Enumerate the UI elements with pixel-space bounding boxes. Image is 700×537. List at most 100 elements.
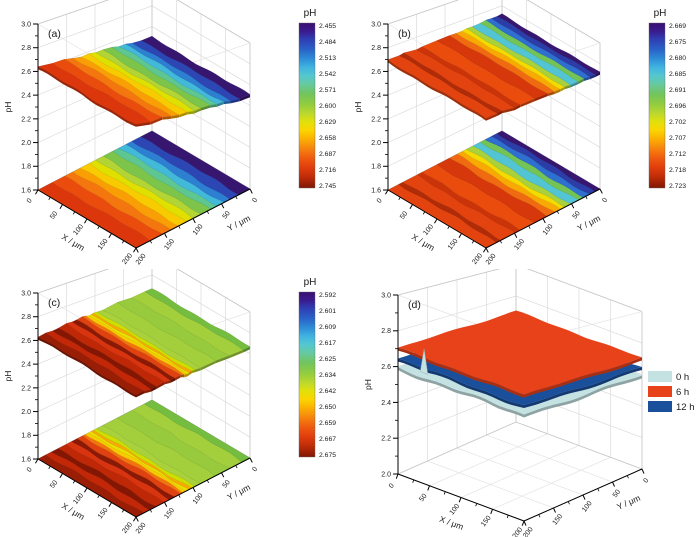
y-tick-label: 150 [163, 238, 176, 252]
z-tick-label: 1.8 [21, 164, 31, 171]
x-tick-label: 200 [121, 521, 134, 535]
colorbar-tick-label: 2.625 [319, 356, 336, 363]
y-tick-label: 50 [572, 210, 582, 221]
y-tick-label: 200 [522, 526, 535, 537]
surface-edge [388, 59, 486, 121]
colorbar-tick-label: 2.455 [319, 23, 336, 30]
z-tick-label: 2.2 [381, 436, 391, 443]
panel-label: (a) [48, 28, 61, 40]
y-tick-label: 200 [135, 522, 148, 536]
colorbar-tick-label: 2.667 [319, 436, 336, 443]
legend-label: 6 h [676, 387, 689, 398]
legend-swatch-0h [648, 371, 672, 382]
surface-edge [179, 111, 188, 118]
z-tick-label: 2.8 [21, 314, 31, 321]
y-tick-label: 100 [192, 492, 205, 506]
z-tick-label: 3.0 [381, 292, 391, 299]
floor-projection [37, 130, 251, 249]
x-tick-label: 200 [121, 252, 134, 266]
surface-edge [560, 86, 565, 92]
x-tick-label: 0 [376, 197, 384, 204]
colorbar-tick-label: 2.718 [669, 167, 686, 174]
x-tick-label: 0 [388, 482, 396, 489]
colorbar-tick-label: 2.571 [319, 87, 336, 94]
colorbar-tick-label: 2.707 [669, 135, 686, 142]
x-tick-label: 200 [471, 252, 484, 266]
colorbar-tick-label: 2.513 [319, 55, 336, 62]
surface-edge [170, 378, 175, 383]
x-tick-label: 200 [512, 526, 525, 537]
surface-edge [564, 84, 571, 90]
z-tick-label: 2.8 [371, 45, 381, 52]
surface-band [141, 35, 251, 99]
z-tick-label: 2.2 [371, 116, 381, 123]
surface [37, 288, 251, 398]
surface-edge [156, 381, 165, 389]
x-tick-label: 150 [97, 238, 110, 252]
surface-edge [514, 104, 521, 111]
z-tick-label: 2.4 [21, 362, 31, 369]
colorbar-tick-label: 2.723 [669, 183, 686, 190]
surface-edge [164, 380, 171, 385]
y-tick-label: 100 [581, 500, 594, 514]
z-tick-label: 2.8 [381, 328, 391, 335]
colorbar-gradient [648, 22, 666, 189]
panel-label: (c) [48, 297, 60, 309]
y-tick-label: 50 [222, 210, 232, 221]
y-tick-label: 150 [552, 513, 565, 527]
surface-edge [229, 349, 244, 359]
z-axis-title: pH [363, 379, 373, 390]
surface-edge [136, 121, 151, 127]
z-tick-label: 2.6 [371, 69, 381, 76]
surface-edge [502, 107, 515, 114]
colorbar-tick-label: 2.669 [669, 23, 686, 30]
y-tick-label: 100 [192, 223, 205, 237]
surface-edge [195, 367, 201, 373]
surface-edge [595, 72, 600, 77]
z-tick-label: 2.0 [371, 140, 381, 147]
surface-edge [497, 110, 502, 116]
axes: 3.0 2.8 2.6 2.4 2.2 2.0 1.8 1.6 0 50 100 150 200 200 1… [3, 290, 259, 535]
surface-edge [243, 346, 250, 353]
y-tick-label: 100 [542, 223, 555, 237]
axes: 3.0 2.8 2.6 2.4 2.2 2.0 1.8 1.6 0 50 100 150 200 200 1… [353, 21, 609, 266]
surface-edge [201, 105, 211, 111]
surface-edge [189, 370, 192, 376]
colorbar-tick-label: 2.592 [319, 292, 336, 299]
y-tick-label: 200 [485, 253, 498, 267]
colorbar-tick-label: 2.685 [669, 71, 686, 78]
z-tick-label: 2.0 [21, 140, 31, 147]
surface-edge [520, 98, 535, 108]
z-tick-label: 1.6 [21, 456, 31, 463]
surface-edge [38, 66, 136, 127]
z-tick-label: 1.8 [371, 164, 381, 171]
y-tick-label: 0 [251, 466, 259, 473]
z-tick-label: 2.6 [381, 364, 391, 371]
panel-a-plot: 3.0 2.8 2.6 2.4 2.2 2.0 1.8 1.6 0 50 100 150 200 200 1… [3, 0, 336, 266]
colorbar-tick-label: 2.609 [319, 324, 336, 331]
surface-edge [187, 372, 190, 377]
colorbar: pH2.592 2.601 2.609 2.617 2.625 2.634 2.642 2.6… [298, 277, 336, 459]
surface-edge [223, 100, 231, 105]
surface-edge [535, 93, 548, 102]
surface-band [496, 13, 601, 75]
x-tick-label: 150 [97, 507, 110, 521]
colorbar-title: pH [654, 8, 667, 19]
z-axis-title: pH [3, 102, 13, 113]
z-tick-label: 2.2 [21, 385, 31, 392]
surface-edge [136, 390, 144, 398]
surface-edge [239, 94, 250, 102]
surface-edge [144, 389, 151, 394]
surface-edge [486, 113, 498, 121]
colorbar-tick-label: 2.658 [319, 135, 336, 142]
z-tick-label: 1.6 [371, 187, 381, 194]
y-tick-label: 0 [642, 477, 650, 484]
surface [387, 13, 601, 121]
z-tick-label: 2.4 [381, 400, 391, 407]
colorbar-title: pH [304, 277, 317, 288]
colorbar-tick-label: 2.484 [319, 39, 336, 46]
surface-edge [150, 117, 163, 125]
colorbar-tick-label: 2.712 [669, 151, 686, 158]
x-tick-label: 0 [26, 197, 34, 204]
